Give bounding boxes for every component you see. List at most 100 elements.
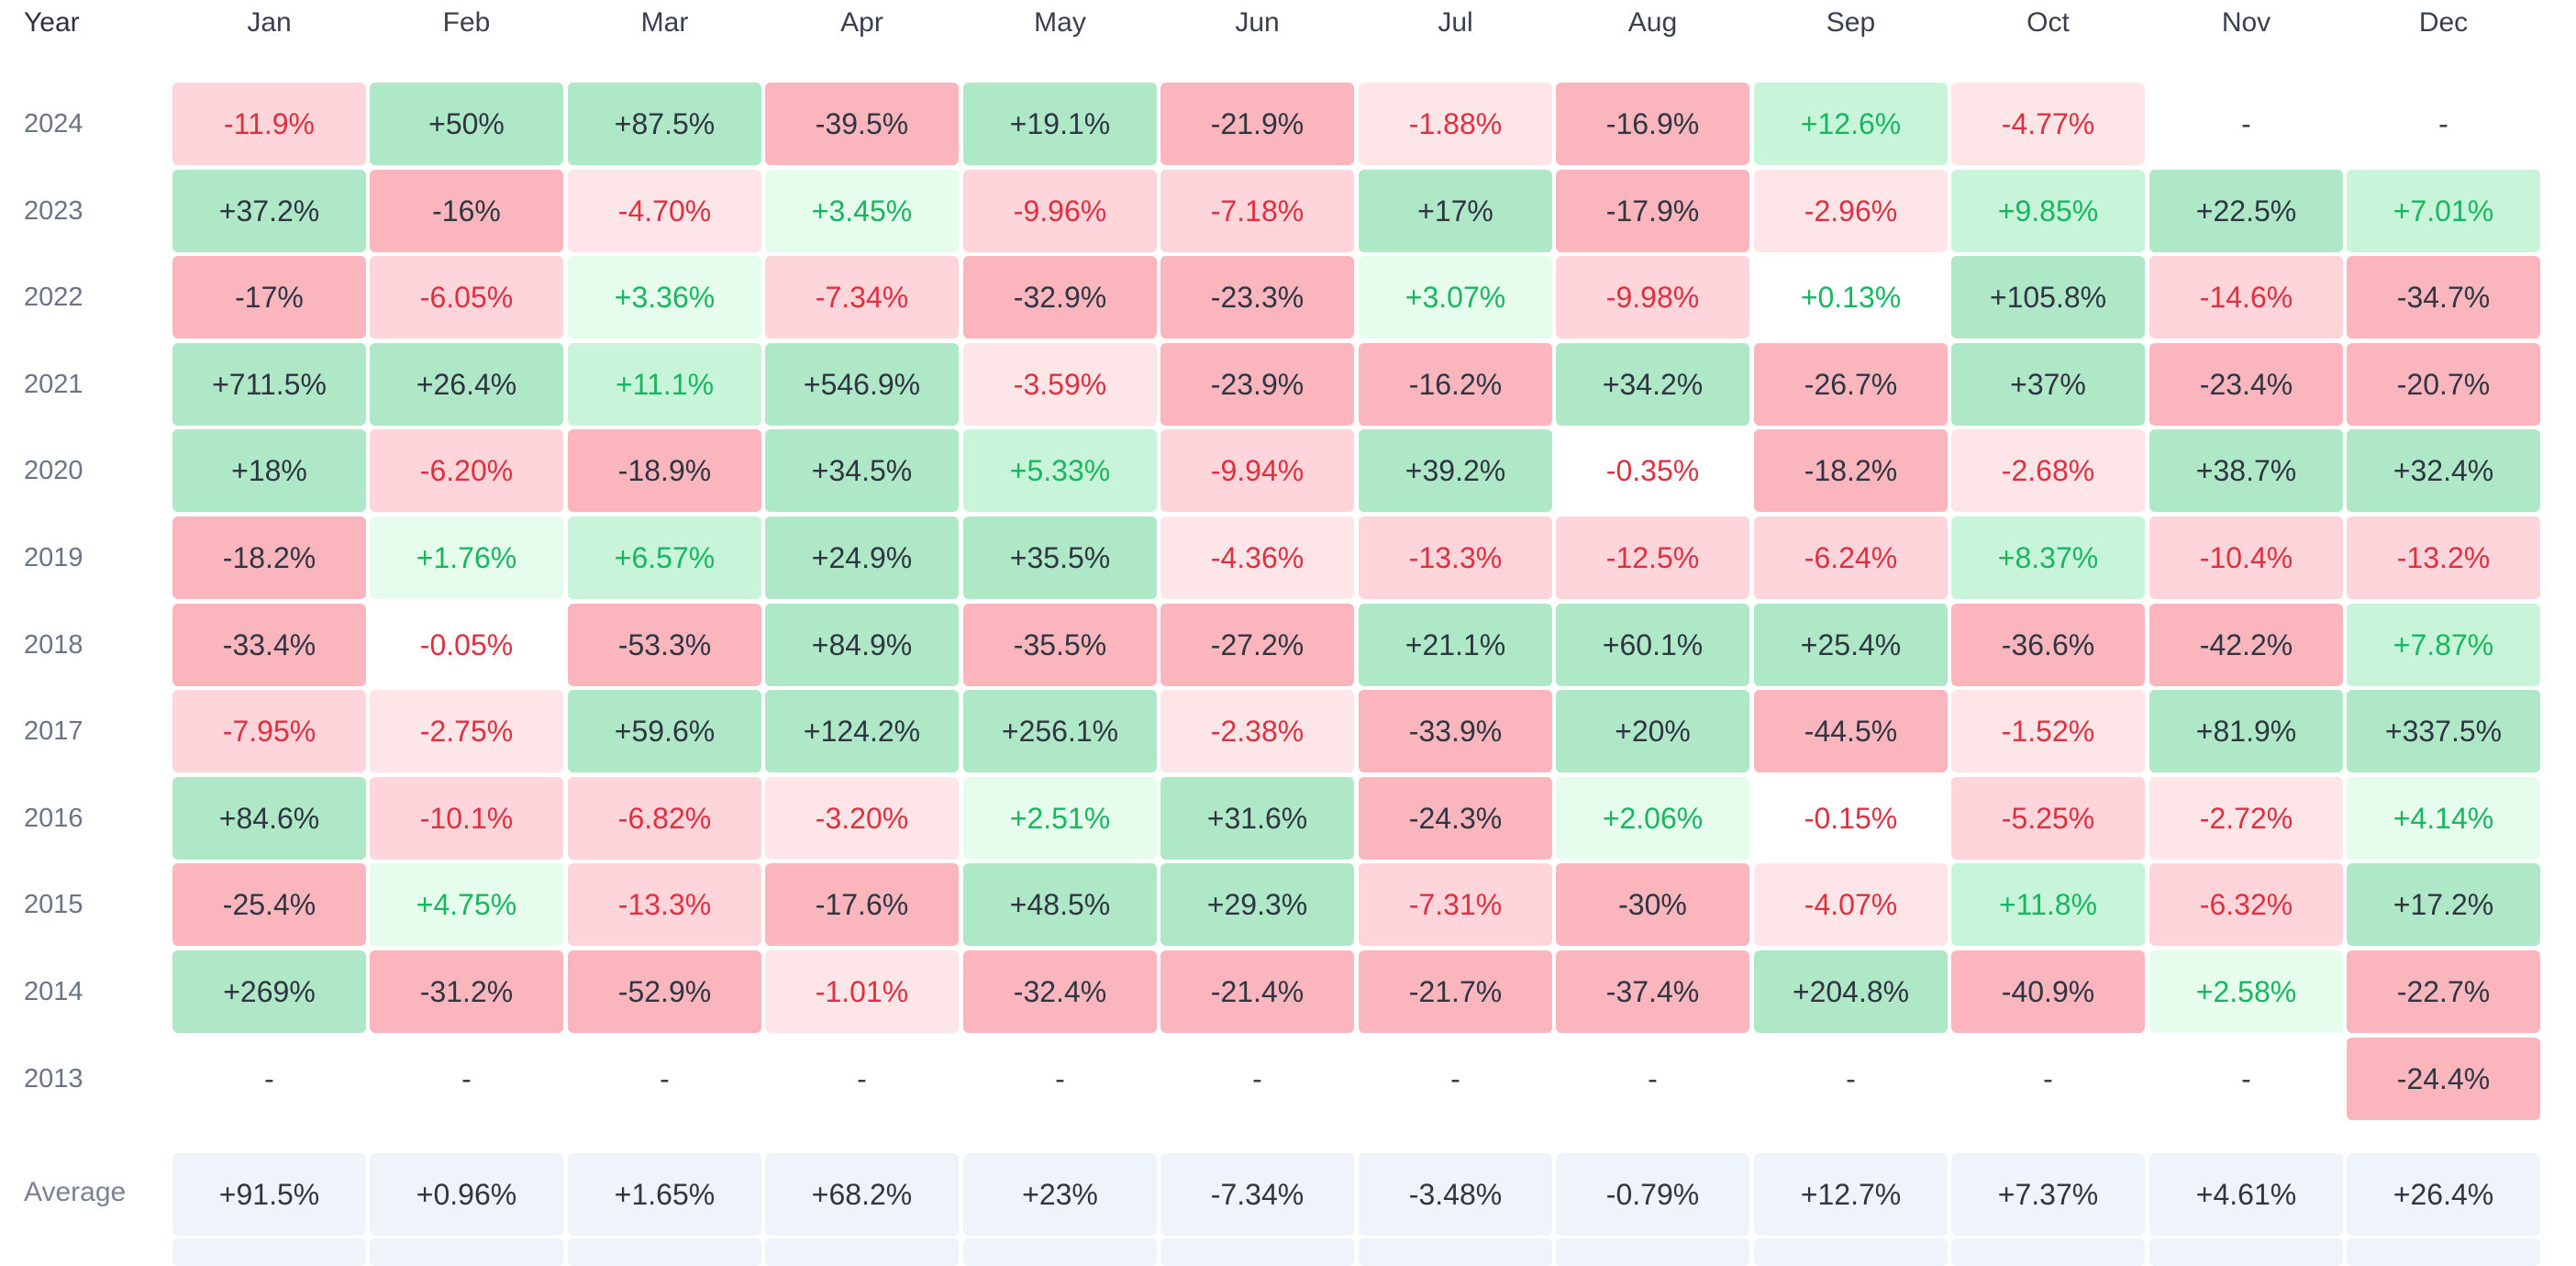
return-cell-2021-oct[interactable]: +37% — [1951, 343, 2145, 426]
return-cell-2024-jan[interactable]: -11.9% — [172, 83, 366, 165]
return-cell-2023-mar[interactable]: -4.70% — [568, 170, 761, 252]
average-cell-apr[interactable]: +68.2% — [765, 1153, 959, 1236]
return-cell-2023-feb[interactable]: -16% — [370, 170, 563, 252]
return-cell-2023-aug[interactable]: -17.9% — [1556, 170, 1749, 252]
return-cell-2020-jun[interactable]: -9.94% — [1160, 429, 1354, 512]
return-cell-2014-nov[interactable]: +2.58% — [2149, 950, 2343, 1033]
return-cell-2022-apr[interactable]: -7.34% — [765, 256, 959, 339]
return-cell-2014-mar[interactable]: -52.9% — [568, 950, 761, 1033]
average-cell-dec[interactable]: +26.4% — [2347, 1153, 2540, 1236]
return-cell-2020-sep[interactable]: -18.2% — [1754, 429, 1948, 512]
return-cell-2016-dec[interactable]: +4.14% — [2347, 777, 2540, 860]
return-cell-2015-mar[interactable]: -13.3% — [568, 863, 761, 946]
return-cell-2021-nov[interactable]: -23.4% — [2149, 343, 2343, 426]
return-cell-2019-nov[interactable]: -10.4% — [2149, 516, 2343, 599]
return-cell-2019-dec[interactable]: -13.2% — [2347, 516, 2540, 599]
return-cell-2023-oct[interactable]: +9.85% — [1951, 170, 2145, 252]
return-cell-2013-dec[interactable]: -24.4% — [2347, 1038, 2540, 1120]
return-cell-2024-apr[interactable]: -39.5% — [765, 83, 959, 165]
return-cell-2020-jul[interactable]: +39.2% — [1359, 429, 1552, 512]
return-cell-2022-dec[interactable]: -34.7% — [2347, 256, 2540, 339]
return-cell-2015-may[interactable]: +48.5% — [963, 863, 1157, 946]
return-cell-2022-aug[interactable]: -9.98% — [1556, 256, 1749, 339]
return-cell-2020-dec[interactable]: +32.4% — [2347, 429, 2540, 512]
average-cell-jul[interactable]: -3.48% — [1359, 1153, 1552, 1236]
return-cell-2015-nov[interactable]: -6.32% — [2149, 863, 2343, 946]
return-cell-2022-may[interactable]: -32.9% — [963, 256, 1157, 339]
return-cell-2023-jan[interactable]: +37.2% — [172, 170, 366, 252]
return-cell-2013-jan[interactable]: - — [264, 1061, 274, 1095]
return-cell-2019-sep[interactable]: -6.24% — [1754, 516, 1948, 599]
return-cell-2015-oct[interactable]: +11.8% — [1951, 863, 2145, 946]
return-cell-2013-oct[interactable]: - — [2043, 1061, 2053, 1095]
return-cell-2023-jun[interactable]: -7.18% — [1160, 170, 1354, 252]
return-cell-2014-sep[interactable]: +204.8% — [1754, 950, 1948, 1033]
return-cell-2019-jun[interactable]: -4.36% — [1160, 516, 1354, 599]
average-cell-feb[interactable]: +0.96% — [370, 1153, 563, 1236]
return-cell-2022-feb[interactable]: -6.05% — [370, 256, 563, 339]
return-cell-2018-sep[interactable]: +25.4% — [1754, 604, 1948, 686]
return-cell-2020-mar[interactable]: -18.9% — [568, 429, 761, 512]
return-cell-2024-dec[interactable]: - — [2438, 106, 2448, 140]
return-cell-2021-jan[interactable]: +711.5% — [172, 343, 366, 426]
return-cell-2016-jun[interactable]: +31.6% — [1160, 777, 1354, 860]
return-cell-2021-feb[interactable]: +26.4% — [370, 343, 563, 426]
return-cell-2018-jun[interactable]: -27.2% — [1160, 604, 1354, 686]
return-cell-2017-aug[interactable]: +20% — [1556, 690, 1749, 772]
return-cell-2014-feb[interactable]: -31.2% — [370, 950, 563, 1033]
return-cell-2020-apr[interactable]: +34.5% — [765, 429, 959, 512]
return-cell-2020-aug[interactable]: -0.35% — [1556, 429, 1749, 512]
return-cell-2024-feb[interactable]: +50% — [370, 83, 563, 165]
return-cell-2022-nov[interactable]: -14.6% — [2149, 256, 2343, 339]
return-cell-2019-may[interactable]: +35.5% — [963, 516, 1157, 599]
return-cell-2021-aug[interactable]: +34.2% — [1556, 343, 1749, 426]
return-cell-2018-aug[interactable]: +60.1% — [1556, 604, 1749, 686]
return-cell-2016-sep[interactable]: -0.15% — [1754, 777, 1948, 860]
return-cell-2014-oct[interactable]: -40.9% — [1951, 950, 2145, 1033]
average-cell-aug[interactable]: -0.79% — [1556, 1153, 1749, 1236]
return-cell-2021-apr[interactable]: +546.9% — [765, 343, 959, 426]
return-cell-2020-oct[interactable]: -2.68% — [1951, 429, 2145, 512]
return-cell-2013-jul[interactable]: - — [1450, 1061, 1460, 1095]
return-cell-2023-apr[interactable]: +3.45% — [765, 170, 959, 252]
return-cell-2016-jul[interactable]: -24.3% — [1359, 777, 1552, 860]
return-cell-2015-apr[interactable]: -17.6% — [765, 863, 959, 946]
return-cell-2018-mar[interactable]: -53.3% — [568, 604, 761, 686]
average-cell-mar[interactable]: +1.65% — [568, 1153, 761, 1236]
return-cell-2023-sep[interactable]: -2.96% — [1754, 170, 1948, 252]
return-cell-2024-jul[interactable]: -1.88% — [1359, 83, 1552, 165]
return-cell-2019-aug[interactable]: -12.5% — [1556, 516, 1749, 599]
return-cell-2017-oct[interactable]: -1.52% — [1951, 690, 2145, 772]
return-cell-2017-sep[interactable]: -44.5% — [1754, 690, 1948, 772]
return-cell-2022-jun[interactable]: -23.3% — [1160, 256, 1354, 339]
return-cell-2015-aug[interactable]: -30% — [1556, 863, 1749, 946]
return-cell-2016-oct[interactable]: -5.25% — [1951, 777, 2145, 860]
average-cell-oct[interactable]: +7.37% — [1951, 1153, 2145, 1236]
average-cell-nov[interactable]: +4.61% — [2149, 1153, 2343, 1236]
return-cell-2024-mar[interactable]: +87.5% — [568, 83, 761, 165]
return-cell-2017-jan[interactable]: -7.95% — [172, 690, 366, 772]
return-cell-2017-nov[interactable]: +81.9% — [2149, 690, 2343, 772]
return-cell-2016-mar[interactable]: -6.82% — [568, 777, 761, 860]
return-cell-2016-apr[interactable]: -3.20% — [765, 777, 959, 860]
return-cell-2020-nov[interactable]: +38.7% — [2149, 429, 2343, 512]
return-cell-2020-feb[interactable]: -6.20% — [370, 429, 563, 512]
return-cell-2015-feb[interactable]: +4.75% — [370, 863, 563, 946]
return-cell-2021-jul[interactable]: -16.2% — [1359, 343, 1552, 426]
return-cell-2017-may[interactable]: +256.1% — [963, 690, 1157, 772]
return-cell-2022-jan[interactable]: -17% — [172, 256, 366, 339]
return-cell-2018-jan[interactable]: -33.4% — [172, 604, 366, 686]
return-cell-2022-mar[interactable]: +3.36% — [568, 256, 761, 339]
return-cell-2014-jul[interactable]: -21.7% — [1359, 950, 1552, 1033]
return-cell-2016-feb[interactable]: -10.1% — [370, 777, 563, 860]
return-cell-2013-apr[interactable]: - — [857, 1061, 867, 1095]
return-cell-2014-dec[interactable]: -22.7% — [2347, 950, 2540, 1033]
return-cell-2018-apr[interactable]: +84.9% — [765, 604, 959, 686]
return-cell-2024-may[interactable]: +19.1% — [963, 83, 1157, 165]
return-cell-2015-jun[interactable]: +29.3% — [1160, 863, 1354, 946]
return-cell-2021-jun[interactable]: -23.9% — [1160, 343, 1354, 426]
return-cell-2016-may[interactable]: +2.51% — [963, 777, 1157, 860]
return-cell-2013-feb[interactable]: - — [461, 1061, 472, 1095]
return-cell-2014-jan[interactable]: +269% — [172, 950, 366, 1033]
return-cell-2016-jan[interactable]: +84.6% — [172, 777, 366, 860]
